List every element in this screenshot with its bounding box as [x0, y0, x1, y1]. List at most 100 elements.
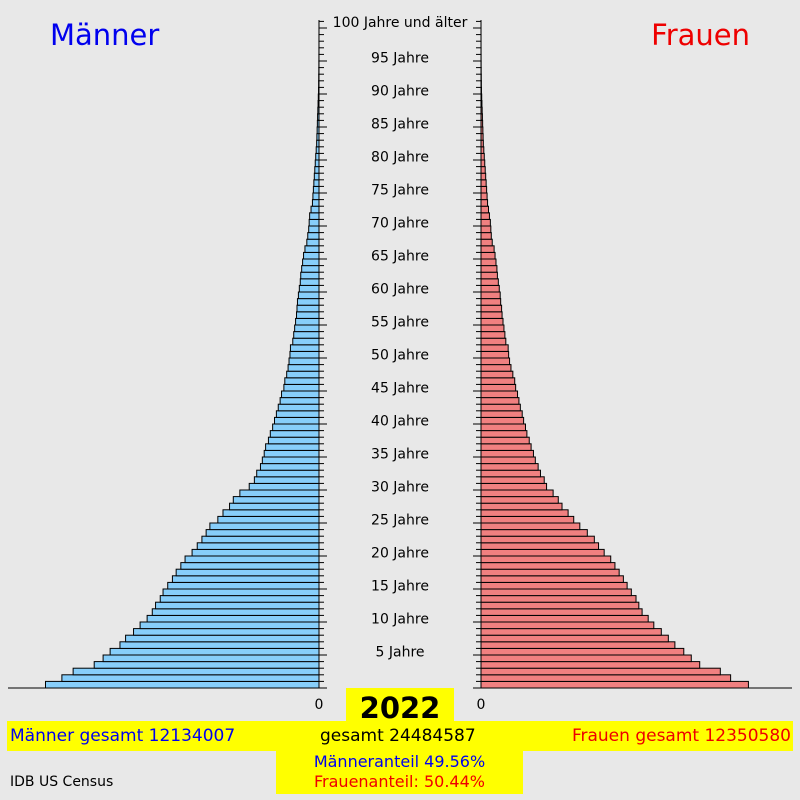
male-bar-age-47 — [286, 370, 320, 379]
male-bar-age-67 — [306, 238, 320, 247]
male-bar-age-30 — [248, 482, 320, 491]
female-bar-age-67 — [480, 238, 493, 247]
female-bar-age-50 — [480, 350, 510, 359]
male-bar-age-38 — [269, 430, 320, 438]
age-label-20: 20 Jahre — [371, 546, 429, 562]
male-bar-age-72 — [310, 205, 320, 214]
age-label-70: 70 Jahre — [371, 216, 429, 232]
male-bar-age-15 — [167, 581, 320, 590]
male-bar-age-55 — [295, 317, 320, 326]
female-bar-age-18 — [480, 562, 616, 570]
male-bar-age-33 — [259, 463, 320, 471]
male-bar-age-10 — [146, 614, 320, 623]
male-bar-age-79 — [314, 159, 320, 168]
female-bar-age-25 — [480, 515, 575, 524]
female-bar-age-38 — [480, 430, 528, 438]
male-bar-age-6 — [119, 641, 320, 649]
male-bar-age-36 — [265, 443, 320, 451]
male-bar-age-46 — [284, 377, 320, 385]
male-bar-age-56 — [296, 311, 320, 319]
female-bar-age-4 — [480, 654, 692, 663]
female-bar-age-7 — [480, 634, 669, 643]
male-bar-age-23 — [205, 529, 320, 537]
male-bar-age-18 — [180, 562, 320, 570]
female-bar-age-61 — [480, 278, 499, 286]
age-label-75: 75 Jahre — [371, 183, 429, 199]
female-bar-age-56 — [480, 311, 503, 319]
male-bar-age-29 — [239, 489, 320, 498]
male-bar-age-48 — [287, 364, 320, 372]
male-bar-age-24 — [209, 522, 320, 531]
female-bar-age-73 — [480, 199, 489, 207]
male-bar-age-57 — [296, 304, 320, 313]
female-bar-age-29 — [480, 489, 554, 498]
female-bar-age-59 — [480, 291, 501, 300]
men-title: Männer — [50, 18, 160, 52]
age-label-50: 50 Jahre — [371, 348, 429, 364]
male-bar-age-17 — [175, 568, 320, 577]
totals-bar: Männer gesamt 12134007 gesamt 24484587 F… — [7, 721, 793, 751]
age-label-25: 25 Jahre — [371, 513, 429, 529]
female-bar-age-43 — [480, 397, 520, 405]
women-title: Frauen — [651, 18, 750, 52]
male-bar-age-66 — [304, 245, 320, 253]
age-label-95: 95 Jahre — [371, 51, 429, 67]
female-bar-age-53 — [480, 331, 506, 339]
female-bar-age-2 — [480, 667, 721, 676]
male-bar-age-5 — [109, 647, 320, 656]
female-bar-age-28 — [480, 496, 559, 504]
male-bar-age-69 — [308, 225, 320, 234]
male-bar-age-8 — [133, 628, 320, 636]
total-label: gesamt 24484587 — [320, 726, 476, 746]
female-bar-age-41 — [480, 410, 523, 418]
age-label-5: 5 Jahre — [376, 645, 425, 661]
female-bar-age-48 — [480, 364, 512, 372]
female-bar-age-27 — [480, 502, 563, 511]
female-bar-age-21 — [480, 542, 600, 550]
female-bar-age-24 — [480, 522, 581, 531]
source-label: IDB US Census — [10, 774, 114, 790]
male-bar-age-25 — [217, 515, 320, 524]
female-bar-age-5 — [480, 647, 685, 656]
female-bar-age-11 — [480, 608, 643, 616]
male-bar-age-12 — [155, 601, 320, 610]
male-bar-age-53 — [293, 331, 320, 339]
female-bar-age-63 — [480, 265, 498, 273]
male-bar-age-21 — [196, 542, 320, 550]
male-bar-age-73 — [311, 199, 320, 207]
male-bar-age-61 — [299, 278, 320, 286]
female-bar-age-77 — [480, 172, 487, 181]
male-bar-age-27 — [229, 502, 320, 511]
female-bar-age-75 — [480, 185, 488, 194]
female-bar-age-52 — [480, 337, 507, 346]
female-bar-age-6 — [480, 641, 676, 649]
male-bar-age-9 — [139, 621, 320, 630]
female-bar-age-14 — [480, 588, 632, 597]
female-bar-age-79 — [480, 159, 486, 168]
male-bar-age-76 — [313, 179, 320, 187]
female-bar-age-78 — [480, 166, 486, 174]
age-label-10: 10 Jahre — [371, 612, 429, 628]
age-label-85: 85 Jahre — [371, 117, 429, 133]
female-bar-age-62 — [480, 271, 498, 280]
female-bar-age-3 — [480, 661, 701, 669]
male-bar-age-37 — [267, 436, 320, 445]
female-bar-age-26 — [480, 509, 569, 517]
female-bar-age-22 — [480, 535, 595, 544]
male-bar-age-7 — [125, 634, 320, 643]
male-bar-age-52 — [292, 337, 320, 346]
female-bar-age-40 — [480, 416, 525, 425]
female-bar-age-47 — [480, 370, 514, 379]
male-bar-age-28 — [232, 496, 320, 504]
male-bar-age-59 — [297, 291, 320, 300]
male-bar-age-63 — [301, 265, 320, 273]
male-bar-age-49 — [288, 357, 320, 366]
male-bar-age-68 — [307, 232, 320, 240]
female-bar-age-23 — [480, 529, 588, 537]
female-bar-age-15 — [480, 581, 628, 590]
female-bar-age-0 — [480, 680, 749, 689]
male-bar-age-78 — [314, 166, 320, 174]
male-bar-age-62 — [300, 271, 320, 280]
male-bar-age-64 — [302, 258, 320, 267]
